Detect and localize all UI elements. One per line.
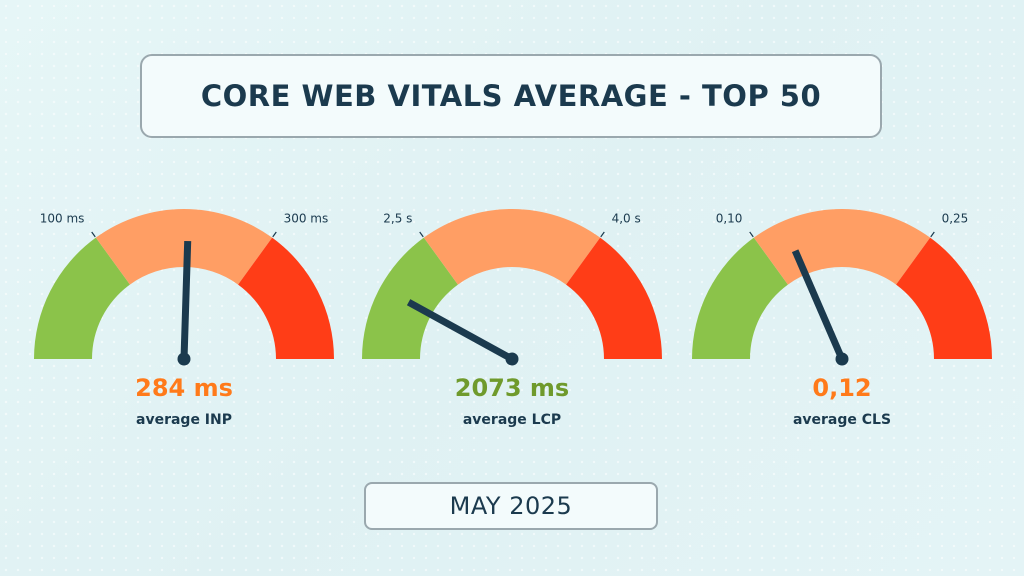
threshold-tick (419, 231, 424, 238)
gauge-segment-poor (566, 237, 662, 359)
gauge-segment-needs-improvement (95, 209, 273, 285)
gauge-inp: 100 ms 300 ms 284 ms average INP (34, 209, 334, 428)
gauge-lcp: 2,5 s 4,0 s 2073 ms average LCP (362, 209, 662, 428)
threshold-label: 300 ms (284, 212, 329, 226)
gauge-value-label: 2073 ms (455, 374, 569, 402)
gauge-needle (180, 240, 192, 360)
gauge-segment-poor (896, 237, 992, 359)
chart-title: CORE WEB VITALS AVERAGE - TOP 50 (200, 79, 822, 113)
needle-hub (177, 352, 191, 366)
gauge-value-label: 284 ms (135, 374, 233, 402)
needle-hub (505, 352, 519, 366)
threshold-label: 0,25 (942, 212, 969, 226)
title-banner: CORE WEB VITALS AVERAGE - TOP 50 (140, 54, 882, 138)
gauge-needle (791, 249, 846, 361)
threshold-tick (930, 231, 935, 238)
gauge-caption: average CLS (793, 412, 891, 428)
date-badge: MAY 2025 (364, 482, 658, 530)
gauge-segment-good (362, 237, 458, 359)
gauge-needle (406, 299, 514, 363)
threshold-tick (91, 231, 96, 238)
threshold-label: 100 ms (40, 212, 85, 226)
gauge-segment-needs-improvement (423, 209, 601, 285)
threshold-tick (272, 231, 277, 238)
gauge-segment-poor (238, 237, 334, 359)
threshold-tick (600, 231, 605, 238)
needle-hub (835, 352, 849, 366)
threshold-tick (749, 231, 754, 238)
threshold-label: 0,10 (716, 212, 743, 226)
gauge-value-label: 0,12 (812, 374, 871, 402)
threshold-label: 4,0 s (612, 212, 641, 226)
gauge-segment-needs-improvement (753, 208, 931, 285)
gauge-caption: average INP (136, 412, 232, 428)
gauge-segment-good (692, 237, 788, 359)
gauge-segment-good (34, 237, 130, 359)
date-label: MAY 2025 (449, 492, 573, 520)
gauge-cls: 0,10 0,25 0,12 average CLS (692, 208, 992, 428)
threshold-label: 2,5 s (383, 212, 412, 226)
gauge-caption: average LCP (463, 412, 561, 428)
